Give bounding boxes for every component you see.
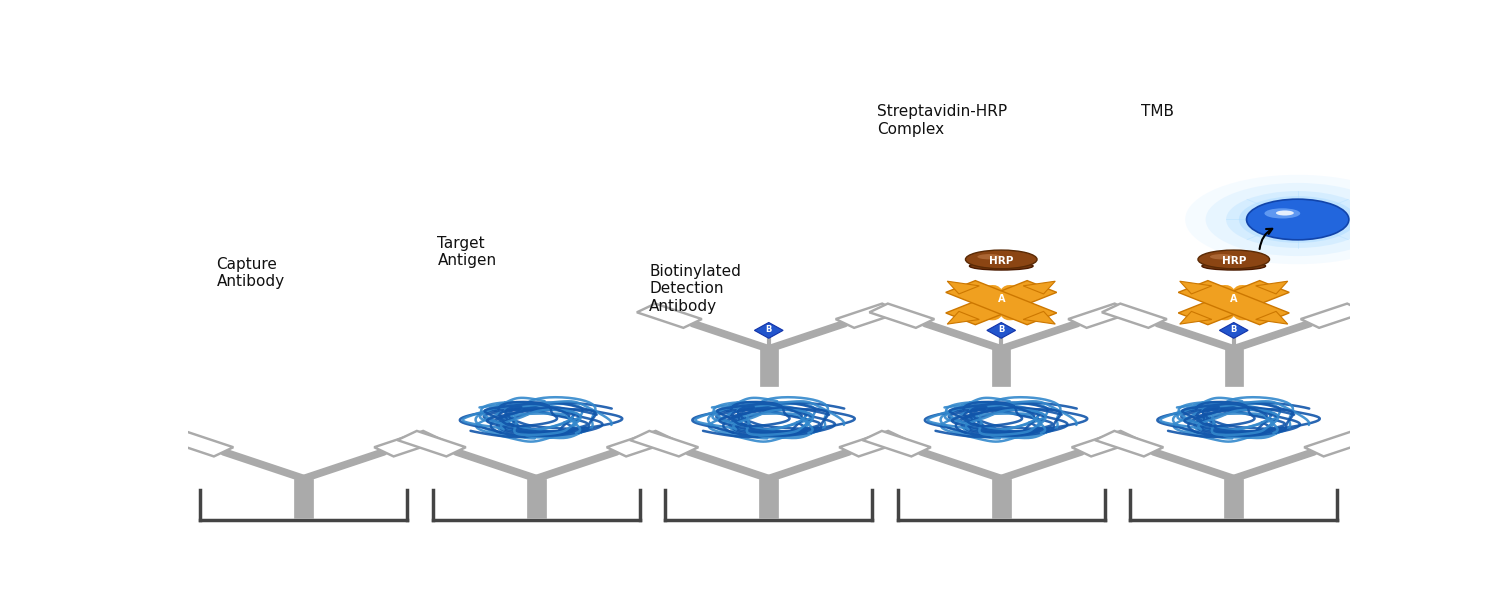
Text: B: B	[1230, 325, 1238, 334]
Polygon shape	[1226, 349, 1242, 386]
Polygon shape	[630, 431, 699, 457]
Polygon shape	[1071, 431, 1140, 457]
Text: TMB: TMB	[1140, 104, 1173, 119]
Polygon shape	[946, 311, 980, 324]
Text: HRP: HRP	[988, 256, 1014, 266]
Polygon shape	[1023, 281, 1056, 294]
Polygon shape	[946, 281, 1056, 325]
Text: Biotinylated
Detection
Antibody: Biotinylated Detection Antibody	[650, 264, 741, 314]
Polygon shape	[759, 479, 778, 518]
Text: Streptavidin-HRP
Complex: Streptavidin-HRP Complex	[878, 104, 1007, 137]
Text: Target
Antigen: Target Antigen	[438, 236, 497, 268]
Polygon shape	[1256, 281, 1288, 294]
Polygon shape	[754, 322, 783, 338]
Polygon shape	[398, 431, 466, 457]
Ellipse shape	[1202, 262, 1266, 270]
Polygon shape	[1220, 322, 1248, 338]
Polygon shape	[638, 304, 702, 328]
Polygon shape	[1304, 431, 1372, 457]
Polygon shape	[760, 349, 777, 386]
Polygon shape	[294, 479, 314, 518]
Polygon shape	[1256, 311, 1288, 324]
Polygon shape	[1179, 311, 1212, 324]
Polygon shape	[1179, 281, 1212, 294]
Text: B: B	[765, 325, 772, 334]
Text: B: B	[998, 325, 1005, 334]
Ellipse shape	[966, 250, 1036, 269]
Ellipse shape	[1185, 175, 1410, 264]
Polygon shape	[1179, 281, 1288, 325]
Polygon shape	[1179, 281, 1288, 325]
Polygon shape	[606, 431, 675, 457]
Polygon shape	[862, 431, 932, 457]
Ellipse shape	[1210, 254, 1233, 259]
Polygon shape	[526, 479, 546, 518]
Polygon shape	[374, 431, 442, 457]
Polygon shape	[946, 281, 980, 294]
Text: Capture
Antibody: Capture Antibody	[216, 257, 285, 289]
Ellipse shape	[1198, 250, 1269, 269]
Ellipse shape	[1226, 191, 1370, 248]
Polygon shape	[1224, 479, 1244, 518]
Ellipse shape	[1239, 196, 1356, 243]
Polygon shape	[1095, 431, 1164, 457]
Ellipse shape	[1246, 199, 1348, 240]
Polygon shape	[165, 431, 234, 457]
Polygon shape	[1068, 304, 1132, 328]
Text: A: A	[1230, 295, 1238, 304]
Text: A: A	[998, 295, 1005, 304]
Polygon shape	[993, 349, 1010, 386]
Polygon shape	[1300, 304, 1365, 328]
Polygon shape	[836, 304, 900, 328]
Polygon shape	[1102, 304, 1167, 328]
Polygon shape	[992, 479, 1011, 518]
Polygon shape	[839, 431, 908, 457]
Ellipse shape	[978, 254, 1000, 259]
Polygon shape	[987, 322, 1016, 338]
Ellipse shape	[1206, 183, 1390, 256]
Polygon shape	[946, 281, 1056, 325]
Polygon shape	[1023, 311, 1056, 324]
Ellipse shape	[1264, 208, 1300, 218]
Ellipse shape	[1276, 211, 1294, 215]
Polygon shape	[870, 304, 934, 328]
Text: HRP: HRP	[1221, 256, 1246, 266]
Ellipse shape	[969, 262, 1034, 270]
